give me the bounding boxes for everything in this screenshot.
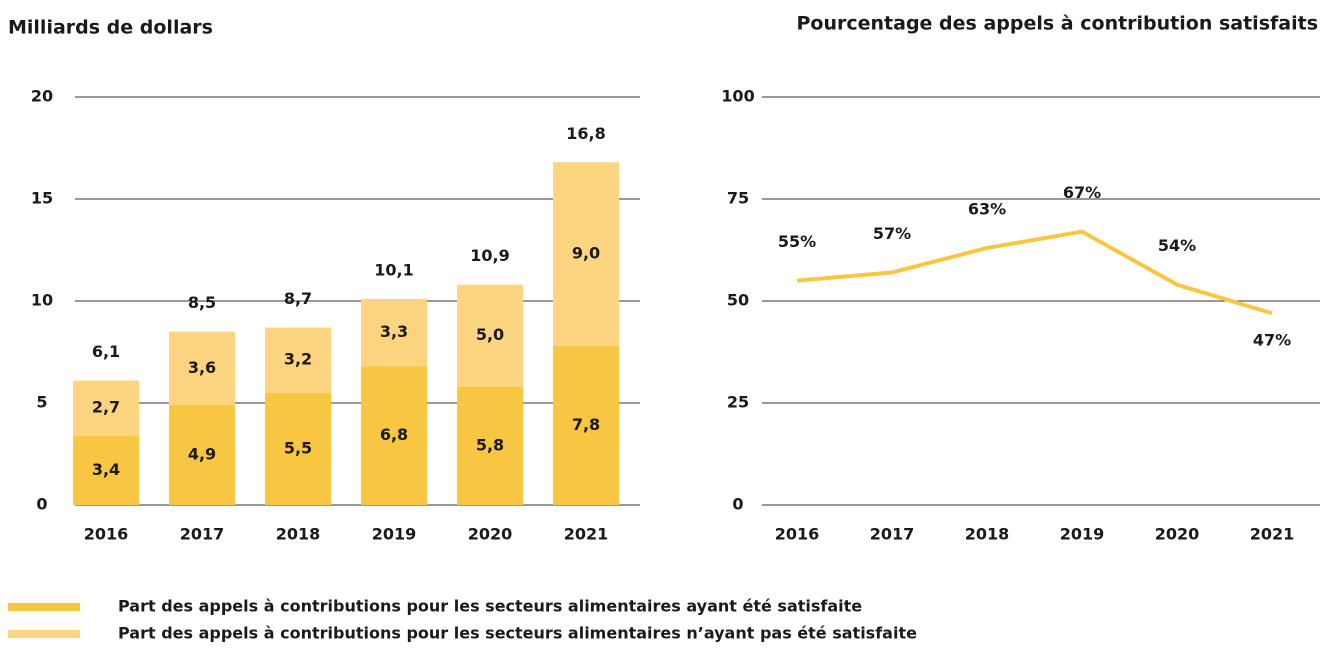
x-tick-label: 2018 <box>965 525 1010 544</box>
value-label: 6,8 <box>380 425 408 444</box>
bar-segment <box>553 345 619 505</box>
y-tick-label: 25 <box>727 393 749 412</box>
y-tick-label: 20 <box>31 87 53 106</box>
value-label: 3,3 <box>380 322 408 341</box>
bar-segment <box>265 392 331 505</box>
value-label: 3,4 <box>92 460 120 479</box>
value-label: 3,2 <box>284 350 312 369</box>
y-tick-label: 0 <box>36 495 47 514</box>
value-label: 5,8 <box>476 435 504 454</box>
x-tick-label: 2020 <box>1155 525 1200 544</box>
legend-swatch <box>8 603 80 611</box>
bar-segment <box>73 435 139 505</box>
value-label: 47% <box>1253 331 1291 350</box>
value-label: 5,5 <box>284 438 312 457</box>
value-label: 5,0 <box>476 325 504 344</box>
value-label: 9,0 <box>572 244 600 263</box>
chart-title: Milliards de dollars <box>8 17 213 39</box>
bar-segment <box>169 331 235 406</box>
bar-segment <box>361 366 427 505</box>
y-tick-label: 75 <box>727 189 749 208</box>
bar-segment <box>361 298 427 367</box>
y-tick-label: 15 <box>31 189 53 208</box>
legend-swatch <box>8 630 80 638</box>
value-label: 57% <box>873 224 911 243</box>
x-tick-label: 2021 <box>1250 525 1295 544</box>
total-label: 8,5 <box>188 293 216 312</box>
legend-label: Part des appels à contributions pour les… <box>118 624 917 643</box>
x-tick-label: 2017 <box>870 525 915 544</box>
bar-segment <box>457 386 523 505</box>
legend-label: Part des appels à contributions pour les… <box>118 597 862 616</box>
bar-segment <box>169 405 235 505</box>
bar-segment <box>553 162 619 346</box>
x-tick-label: 2019 <box>1060 525 1105 544</box>
bar-segment <box>265 327 331 393</box>
y-tick-label: 100 <box>721 87 754 106</box>
total-label: 16,8 <box>566 124 605 143</box>
x-tick-label: 2017 <box>180 525 225 544</box>
value-label: 63% <box>968 199 1006 218</box>
x-tick-label: 2021 <box>564 525 609 544</box>
x-tick-label: 2016 <box>775 525 820 544</box>
total-label: 8,7 <box>284 289 312 308</box>
y-tick-label: 5 <box>36 393 47 412</box>
y-tick-label: 0 <box>732 495 743 514</box>
total-label: 10,1 <box>374 260 413 279</box>
value-label: 2,7 <box>92 398 120 417</box>
x-tick-label: 2020 <box>468 525 513 544</box>
value-label: 55% <box>778 232 816 251</box>
line <box>796 229 1273 316</box>
bar-segment <box>73 380 139 436</box>
y-tick-label: 10 <box>31 291 53 310</box>
value-label: 67% <box>1063 183 1101 202</box>
value-label: 3,6 <box>188 358 216 377</box>
total-label: 6,1 <box>92 342 120 361</box>
total-label: 10,9 <box>470 246 509 265</box>
x-tick-label: 2016 <box>84 525 129 544</box>
x-tick-label: 2019 <box>372 525 417 544</box>
value-label: 4,9 <box>188 445 216 464</box>
value-label: 54% <box>1158 236 1196 255</box>
y-tick-label: 50 <box>727 291 749 310</box>
x-tick-label: 2018 <box>276 525 321 544</box>
bar-segment <box>457 284 523 387</box>
value-label: 7,8 <box>572 415 600 434</box>
chart-title: Pourcentage des appels à contribution sa… <box>797 13 1319 35</box>
